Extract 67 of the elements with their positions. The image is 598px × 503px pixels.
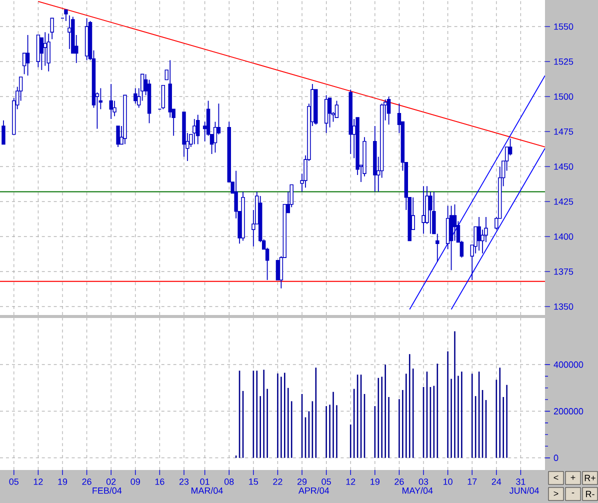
text: R-	[586, 490, 594, 498]
x-tick-label: 16	[155, 478, 164, 485]
y-tick-label: 1425	[554, 198, 574, 205]
x2-tick-label: APR/04	[298, 487, 330, 494]
x-tick-label: 15	[249, 478, 258, 485]
x-tick-label: 23	[179, 478, 189, 485]
x-tick-label: 22	[273, 478, 282, 485]
x-tick-label: 26	[394, 478, 404, 485]
y-tick-label: 1475	[554, 128, 574, 135]
x-tick-label: 01	[200, 478, 210, 485]
candlestick	[161, 84, 166, 110]
candlestick	[68, 14, 72, 50]
y-tick-label: 1550	[554, 23, 574, 30]
candlestick	[196, 114, 200, 145]
text: >	[554, 491, 558, 496]
x-tick-label: 05	[322, 478, 331, 485]
x-tick-label: 17	[468, 478, 477, 485]
candlestick	[109, 84, 113, 120]
x2-tick-label: MAY/04	[402, 487, 433, 494]
y-tick-label: 1400	[554, 233, 574, 240]
x-tick-label: 05	[9, 478, 18, 485]
candlestick	[386, 96, 391, 126]
x-tick-label: 12	[34, 478, 43, 485]
x-tick-label: 12	[346, 478, 356, 485]
x-tick-label: 03	[418, 478, 428, 485]
x2-tick-label: MAR/04	[192, 487, 223, 494]
y-tick-label: 0	[554, 454, 558, 462]
candlestick	[26, 34, 30, 76]
y-tick-label: 1350	[554, 303, 574, 310]
x-tick-label: 08	[224, 478, 234, 485]
x-tick-label: 19	[370, 478, 380, 485]
candlestick	[192, 118, 196, 145]
y-tick-label: 400000	[554, 361, 584, 368]
candlestick	[46, 33, 50, 72]
text: <	[554, 475, 558, 480]
text: +	[570, 475, 576, 480]
candlestick	[428, 191, 432, 234]
x-tick-label: 10	[444, 478, 452, 485]
y-tick-label: 1525	[554, 58, 574, 65]
x-tick-label: 26	[82, 478, 92, 485]
candlestick	[116, 126, 120, 148]
x2-tick-label: FEB/04	[92, 487, 122, 494]
candlestick	[334, 100, 339, 118]
x-tick-label: 29	[297, 478, 307, 485]
candlestick	[324, 94, 328, 134]
candlestick	[432, 191, 436, 234]
candlestick	[134, 88, 138, 104]
candlestick	[452, 204, 457, 242]
text: R+	[584, 474, 596, 482]
candlestick	[2, 120, 6, 145]
candlestick	[477, 216, 481, 252]
candlestick	[422, 186, 426, 234]
y-tick-label: 200000	[554, 408, 584, 414]
candlestick	[50, 18, 54, 40]
y-tick-label: 1375	[554, 268, 574, 275]
x-tick-label: 31	[516, 478, 526, 485]
candlestick	[64, 9, 68, 22]
x-tick-label: 19	[58, 478, 68, 485]
candlestick	[276, 260, 280, 280]
x-tick-label: 02	[106, 478, 116, 485]
x-tick-label: 24	[492, 478, 502, 485]
y-tick-label: 1500	[554, 93, 574, 100]
x2-tick-label: JUN/04	[510, 487, 539, 494]
x-tick-label: 09	[130, 478, 140, 485]
candlestick	[436, 233, 440, 262]
text: -	[572, 492, 574, 494]
y-tick-label: 1450	[554, 163, 574, 170]
